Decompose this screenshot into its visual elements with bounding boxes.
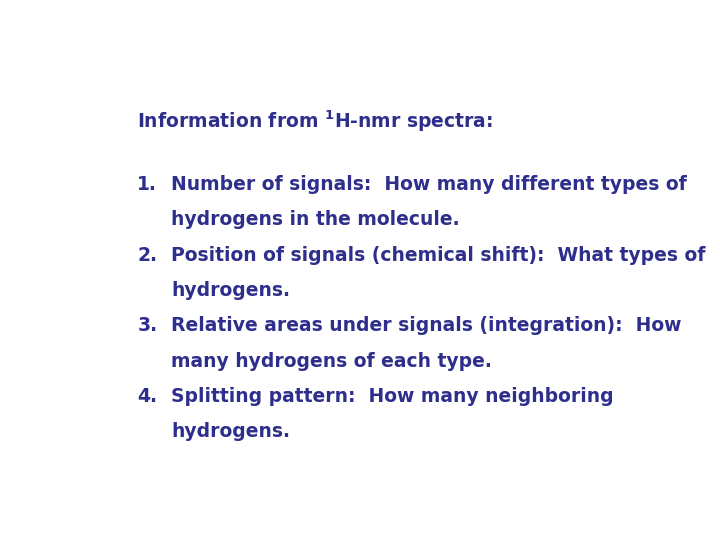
Text: Position of signals (chemical shift):  What types of: Position of signals (chemical shift): Wh… bbox=[171, 246, 706, 265]
Text: 2.: 2. bbox=[138, 246, 158, 265]
Text: hydrogens in the molecule.: hydrogens in the molecule. bbox=[171, 210, 459, 230]
Text: Information from $^{\mathregular{1}}$H-nmr spectra:: Information from $^{\mathregular{1}}$H-n… bbox=[138, 109, 493, 134]
Text: Number of signals:  How many different types of: Number of signals: How many different ty… bbox=[171, 175, 687, 194]
Text: 4.: 4. bbox=[138, 387, 158, 406]
Text: Relative areas under signals (integration):  How: Relative areas under signals (integratio… bbox=[171, 316, 681, 335]
Text: many hydrogens of each type.: many hydrogens of each type. bbox=[171, 352, 492, 370]
Text: 3.: 3. bbox=[138, 316, 158, 335]
Text: 1.: 1. bbox=[138, 175, 157, 194]
Text: Splitting pattern:  How many neighboring: Splitting pattern: How many neighboring bbox=[171, 387, 613, 406]
Text: hydrogens.: hydrogens. bbox=[171, 422, 290, 441]
Text: hydrogens.: hydrogens. bbox=[171, 281, 290, 300]
